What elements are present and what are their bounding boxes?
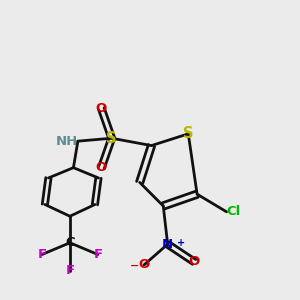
Text: F: F bbox=[38, 248, 46, 261]
Text: F: F bbox=[93, 248, 102, 261]
Text: NH: NH bbox=[56, 135, 78, 148]
Text: Cl: Cl bbox=[226, 205, 241, 218]
Text: O: O bbox=[139, 258, 150, 271]
Text: O: O bbox=[188, 255, 200, 268]
Text: O: O bbox=[96, 161, 107, 174]
Text: −: − bbox=[130, 260, 140, 270]
Text: O: O bbox=[96, 102, 107, 115]
Text: N: N bbox=[162, 238, 173, 251]
Text: C: C bbox=[65, 236, 75, 249]
Text: F: F bbox=[65, 264, 74, 277]
Text: S: S bbox=[106, 131, 117, 146]
Text: +: + bbox=[176, 238, 184, 248]
Text: S: S bbox=[183, 126, 194, 141]
